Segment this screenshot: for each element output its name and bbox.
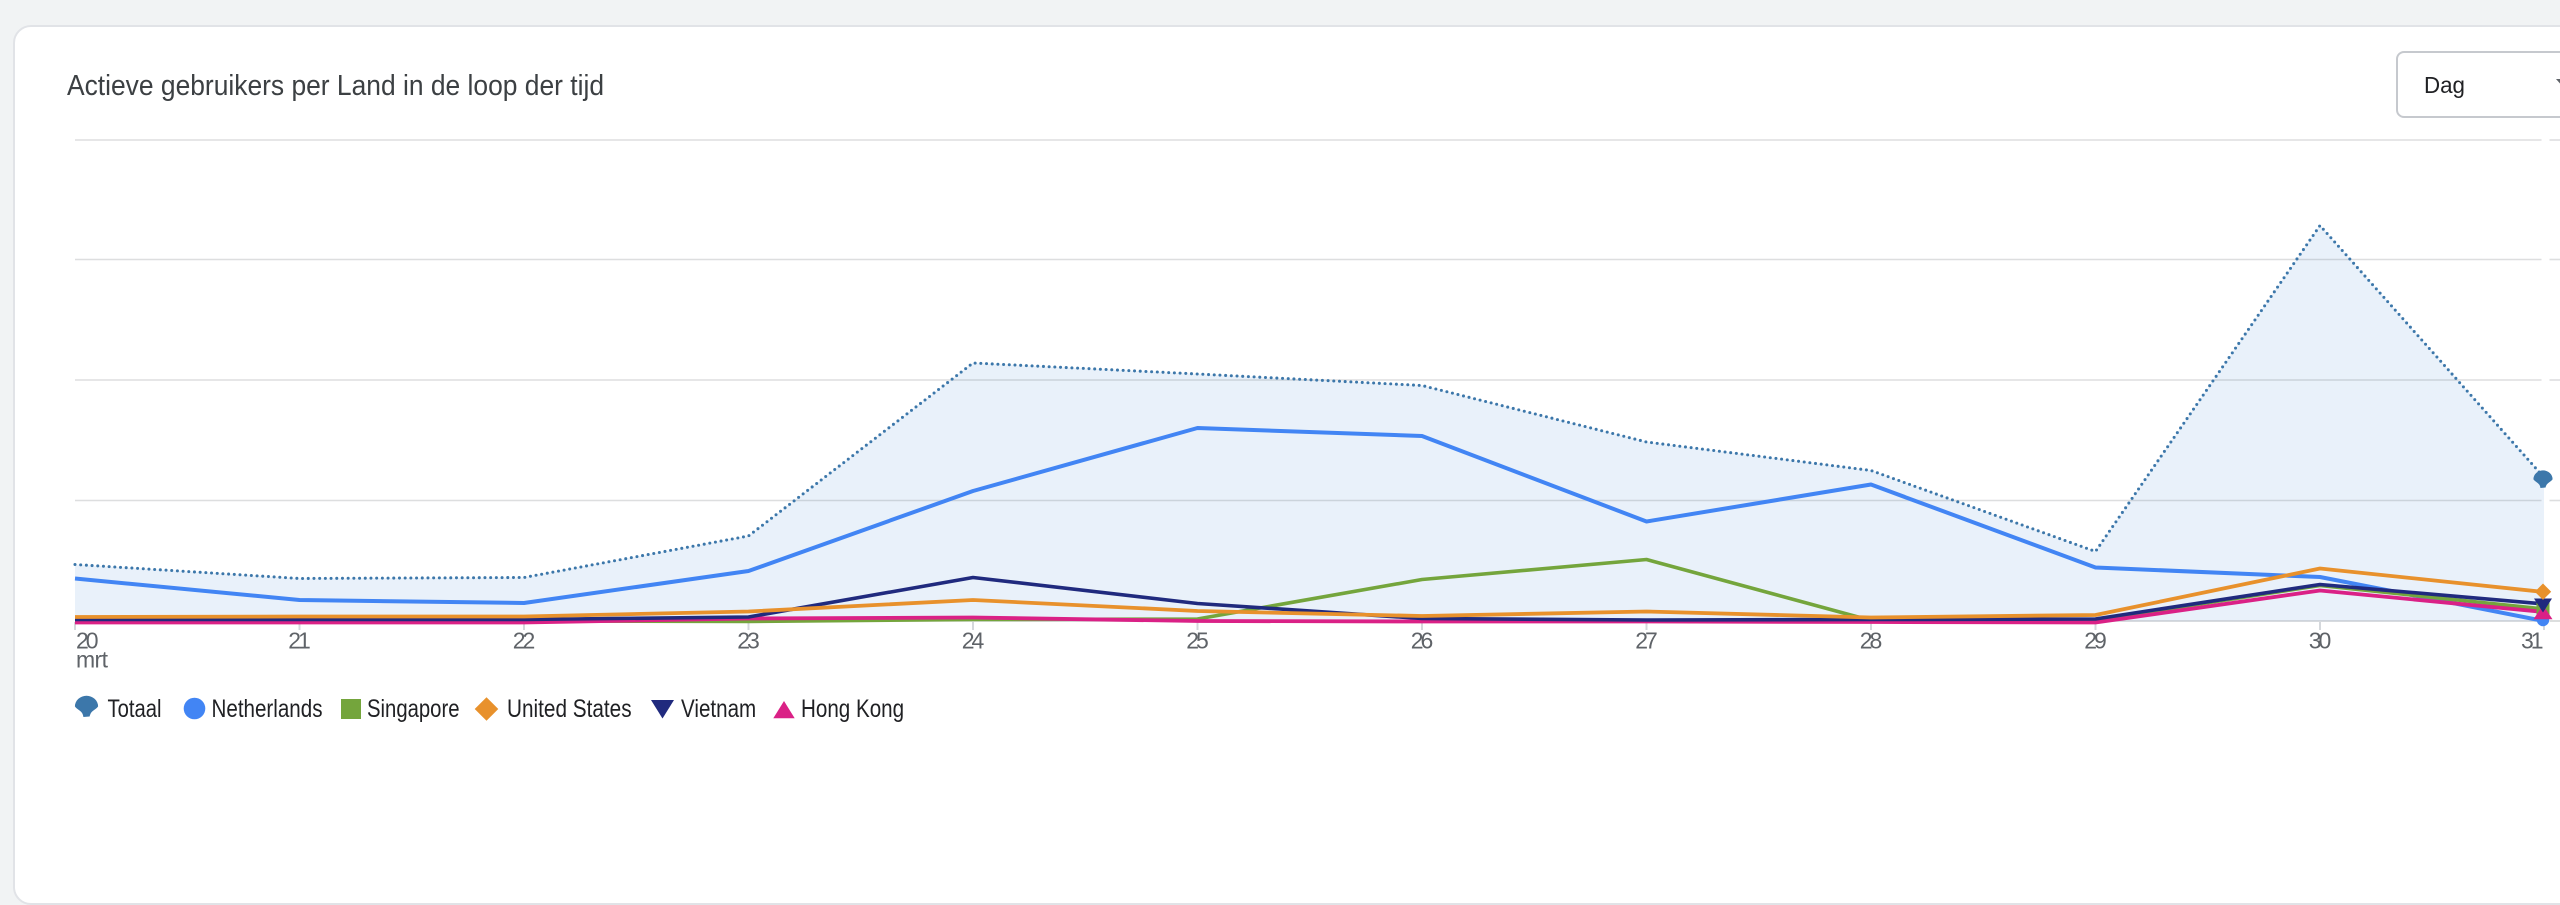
svg-text:Dag: Dag [2424, 72, 2465, 98]
svg-text:23: 23 [737, 628, 760, 654]
svg-text:31: 31 [2521, 628, 2544, 654]
svg-text:28: 28 [1860, 628, 1883, 654]
svg-text:25: 25 [1186, 628, 1209, 654]
svg-text:United States: United States [507, 695, 632, 723]
svg-text:21: 21 [288, 628, 311, 654]
svg-text:20: 20 [76, 628, 99, 654]
svg-text:Hong Kong: Hong Kong [801, 695, 904, 723]
svg-text:30: 30 [2309, 628, 2332, 654]
svg-text:29: 29 [2084, 628, 2107, 654]
svg-text:22: 22 [513, 628, 536, 654]
svg-text:Actieve gebruikers per Land in: Actieve gebruikers per Land in de loop d… [67, 70, 604, 102]
svg-text:mrt: mrt [76, 647, 109, 673]
svg-text:26: 26 [1411, 628, 1434, 654]
svg-text:Totaal: Totaal [108, 695, 162, 723]
svg-text:27: 27 [1635, 628, 1658, 654]
svg-text:Netherlands: Netherlands [212, 695, 323, 723]
svg-text:24: 24 [962, 628, 985, 654]
svg-text:Singapore: Singapore [367, 695, 460, 723]
svg-text:Vietnam: Vietnam [681, 695, 756, 723]
